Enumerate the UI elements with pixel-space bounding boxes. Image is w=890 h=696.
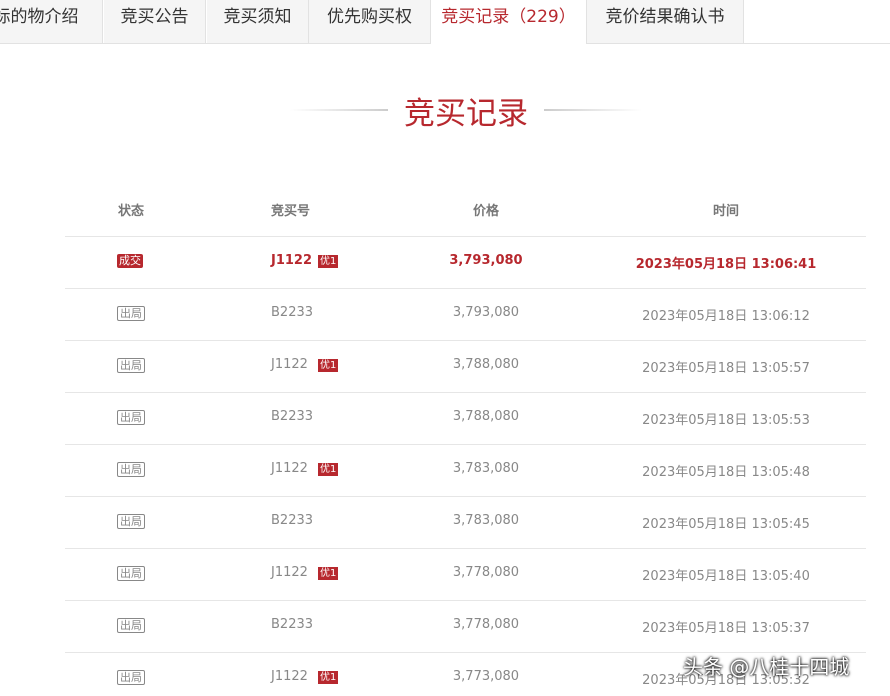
price: 3,783,080 [452,461,520,476]
row-divider [65,340,866,341]
price: 3,793,080 [452,305,520,320]
status-badge: 出局 [117,566,145,581]
bidder-number: J1122 [271,669,308,684]
status-badge: 出局 [117,462,145,477]
bid-time: 2023年05月18日 13:05:32 [642,673,810,688]
status-badge: 出局 [117,410,145,425]
bid-time: 2023年05月18日 13:05:45 [642,517,810,532]
heading-rule [290,109,388,111]
watermark: 头条 @八桂十四城 [683,655,850,679]
row-divider [65,288,866,289]
tab[interactable]: 竞买须知 [207,0,309,43]
bidder-number: B2233 [271,617,314,632]
row-divider [65,600,866,601]
tab[interactable]: 竞买公告 [104,0,206,43]
price: 3,793,080 [449,253,523,268]
column-header: 竞买号 [271,204,311,219]
tab[interactable]: 优先购买权 [309,0,431,43]
tab[interactable]: 标的物介绍 [0,0,103,43]
price: 3,788,080 [452,409,520,424]
header-divider [65,236,866,237]
tab[interactable]: 竞买记录（229） [431,0,587,44]
status-badge: 出局 [117,358,145,373]
bidder-number: J1122 [271,565,308,580]
priority-badge: 优1 [318,463,339,476]
bid-time: 2023年05月18日 13:05:57 [642,361,810,376]
status-badge: 出局 [117,306,145,321]
price: 3,778,080 [452,617,520,632]
price: 3,783,080 [452,513,520,528]
row-divider [65,496,866,497]
bidder-number: B2233 [271,513,314,528]
bid-time: 2023年05月18日 13:05:53 [642,413,810,428]
bid-time: 2023年05月18日 13:06:12 [642,309,810,324]
bid-time: 2023年05月18日 13:05:48 [642,465,810,480]
price: 3,778,080 [452,565,520,580]
priority-badge: 优1 [318,671,339,684]
row-divider [65,652,866,653]
row-divider [65,444,866,445]
section-heading: 竞买记录 [404,96,528,132]
bidder-number: B2233 [271,409,314,424]
heading-rule [544,109,642,111]
bid-time: 2023年05月18日 13:05:40 [642,569,810,584]
bidder-number: B2233 [271,305,314,320]
status-badge: 出局 [117,618,145,633]
bidder-number: J1122 [271,461,308,476]
bidder-number: J1122 [271,357,308,372]
column-header: 时间 [712,204,739,219]
bidder-number: J1122 [271,253,313,268]
status-badge: 出局 [117,514,145,529]
priority-badge: 优1 [318,359,339,372]
column-header: 价格 [472,204,499,219]
row-divider [65,548,866,549]
row-divider [65,392,866,393]
price: 3,788,080 [452,357,520,372]
status-badge: 成交 [117,254,143,268]
priority-badge: 优1 [318,255,339,268]
bid-time: 2023年05月18日 13:05:37 [642,621,810,636]
bid-time: 2023年05月18日 13:06:41 [635,257,817,272]
column-header: 状态 [117,204,144,219]
price: 3,773,080 [452,669,520,684]
tab[interactable]: 竞价结果确认书 [587,0,744,43]
status-badge: 出局 [117,670,145,685]
priority-badge: 优1 [318,567,339,580]
